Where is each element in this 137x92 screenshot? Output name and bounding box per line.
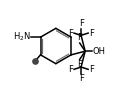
Text: F: F xyxy=(89,65,94,74)
Text: OH: OH xyxy=(92,47,105,56)
Text: F: F xyxy=(77,33,82,42)
Text: H$_2$N: H$_2$N xyxy=(13,31,31,43)
Text: F: F xyxy=(68,65,73,74)
Text: F: F xyxy=(68,29,73,38)
Text: F: F xyxy=(77,60,82,69)
Text: F: F xyxy=(89,29,94,38)
Text: F: F xyxy=(79,75,84,84)
Text: F: F xyxy=(79,19,84,28)
